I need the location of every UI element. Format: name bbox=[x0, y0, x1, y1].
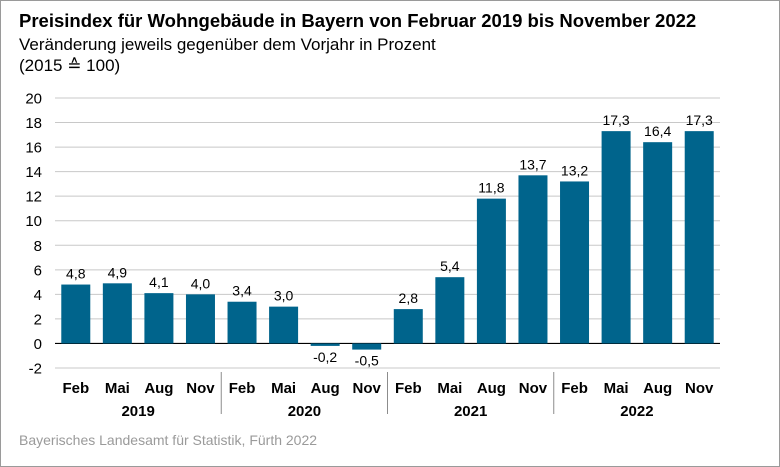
data-label: 4,0 bbox=[191, 275, 211, 291]
data-label: 11,8 bbox=[478, 180, 504, 196]
x-tick-label: Feb bbox=[561, 380, 588, 397]
y-tick-label: 8 bbox=[34, 238, 42, 255]
bar bbox=[518, 175, 548, 344]
bar bbox=[393, 309, 423, 344]
group-label: 2021 bbox=[454, 403, 487, 420]
y-tick-label: 20 bbox=[25, 91, 42, 108]
y-tick-label: -2 bbox=[29, 361, 42, 378]
bar bbox=[185, 294, 215, 344]
x-tick-label: Aug bbox=[311, 380, 340, 397]
group-label: 2020 bbox=[288, 403, 321, 420]
bar bbox=[560, 181, 590, 344]
x-tick-label: Mai bbox=[604, 380, 629, 397]
bar bbox=[476, 198, 506, 344]
bar bbox=[684, 131, 714, 344]
x-tick-label: Nov bbox=[685, 380, 714, 397]
x-tick-label: Aug bbox=[643, 380, 672, 397]
x-tick-label: Aug bbox=[477, 380, 506, 397]
bar bbox=[269, 306, 299, 344]
x-tick-label: Nov bbox=[186, 380, 215, 397]
x-tick-label: Nov bbox=[353, 380, 382, 397]
bar bbox=[227, 301, 257, 344]
data-label: 4,8 bbox=[66, 266, 86, 282]
bar bbox=[352, 343, 382, 350]
data-label: 13,2 bbox=[561, 162, 588, 178]
bar bbox=[643, 142, 673, 344]
bar bbox=[435, 277, 465, 344]
x-tick-label: Feb bbox=[229, 380, 256, 397]
group-label: 2022 bbox=[620, 403, 653, 420]
x-tick-label: Mai bbox=[271, 380, 296, 397]
data-label: 2,8 bbox=[399, 290, 419, 306]
x-tick-label: Feb bbox=[395, 380, 422, 397]
data-label: 16,4 bbox=[644, 123, 671, 139]
bar bbox=[144, 293, 174, 344]
data-label: 17,3 bbox=[686, 112, 713, 128]
y-tick-label: 12 bbox=[25, 189, 42, 206]
y-tick-label: 18 bbox=[25, 115, 42, 132]
x-tick-label: Aug bbox=[144, 380, 173, 397]
y-tick-label: 0 bbox=[34, 336, 42, 353]
y-tick-label: 16 bbox=[25, 140, 42, 157]
x-tick-label: Mai bbox=[437, 380, 462, 397]
source-note: Bayerisches Landesamt für Statistik, Für… bbox=[19, 432, 318, 448]
data-label: 3,0 bbox=[274, 288, 294, 304]
y-tick-label: 2 bbox=[34, 311, 42, 328]
data-label: -0,5 bbox=[355, 353, 379, 369]
data-label: 5,4 bbox=[440, 258, 460, 274]
data-label: 4,1 bbox=[149, 274, 169, 290]
y-tick-label: 4 bbox=[34, 287, 42, 304]
bar bbox=[61, 284, 91, 344]
data-label: 17,3 bbox=[602, 112, 629, 128]
x-tick-label: Mai bbox=[105, 380, 130, 397]
bar bbox=[601, 131, 631, 344]
data-label: -0,2 bbox=[313, 349, 337, 365]
bar bbox=[310, 343, 340, 346]
chart-base-note: (2015 ≙ 100) bbox=[19, 56, 121, 75]
x-tick-label: Feb bbox=[62, 380, 89, 397]
bar bbox=[102, 283, 132, 344]
chart-subtitle: Veränderung jeweils gegenüber dem Vorjah… bbox=[19, 35, 436, 54]
x-tick-label: Nov bbox=[519, 380, 548, 397]
data-label: 3,4 bbox=[232, 283, 252, 299]
y-tick-label: 10 bbox=[25, 213, 42, 230]
y-tick-label: 6 bbox=[34, 262, 42, 279]
data-label: 4,9 bbox=[108, 264, 128, 280]
group-label: 2019 bbox=[121, 403, 154, 420]
data-label: 13,7 bbox=[519, 156, 546, 172]
chart-title: Preisindex für Wohngebäude in Bayern von… bbox=[19, 10, 697, 31]
y-tick-label: 14 bbox=[25, 164, 42, 181]
